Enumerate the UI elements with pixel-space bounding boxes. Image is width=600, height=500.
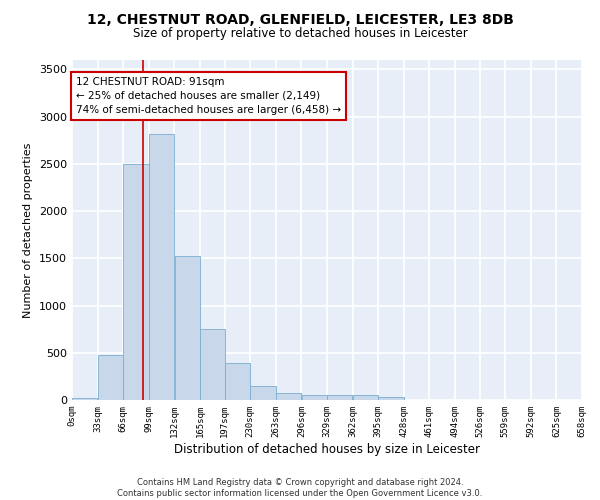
Bar (327, 395, 352, 400)
Bar (353, 395, 378, 400)
Text: Size of property relative to detached houses in Leicester: Size of property relative to detached ho… (133, 28, 467, 40)
Bar (149, 134, 174, 400)
Bar (302, 395, 327, 400)
Bar (175, 256, 200, 400)
Bar (124, 164, 149, 400)
Bar (276, 393, 301, 400)
Text: Contains HM Land Registry data © Crown copyright and database right 2024.
Contai: Contains HM Land Registry data © Crown c… (118, 478, 482, 498)
Bar (225, 363, 250, 400)
Bar (200, 329, 225, 400)
Bar (250, 386, 275, 400)
Text: 12, CHESTNUT ROAD, GLENFIELD, LEICESTER, LE3 8DB: 12, CHESTNUT ROAD, GLENFIELD, LEICESTER,… (86, 12, 514, 26)
Text: 12 CHESTNUT ROAD: 91sqm
← 25% of detached houses are smaller (2,149)
74% of semi: 12 CHESTNUT ROAD: 91sqm ← 25% of detache… (76, 77, 341, 115)
Bar (379, 397, 404, 400)
X-axis label: Distribution of detached houses by size in Leicester: Distribution of detached houses by size … (174, 442, 480, 456)
Y-axis label: Number of detached properties: Number of detached properties (23, 142, 34, 318)
Bar (98, 354, 123, 400)
Bar (72, 398, 97, 400)
